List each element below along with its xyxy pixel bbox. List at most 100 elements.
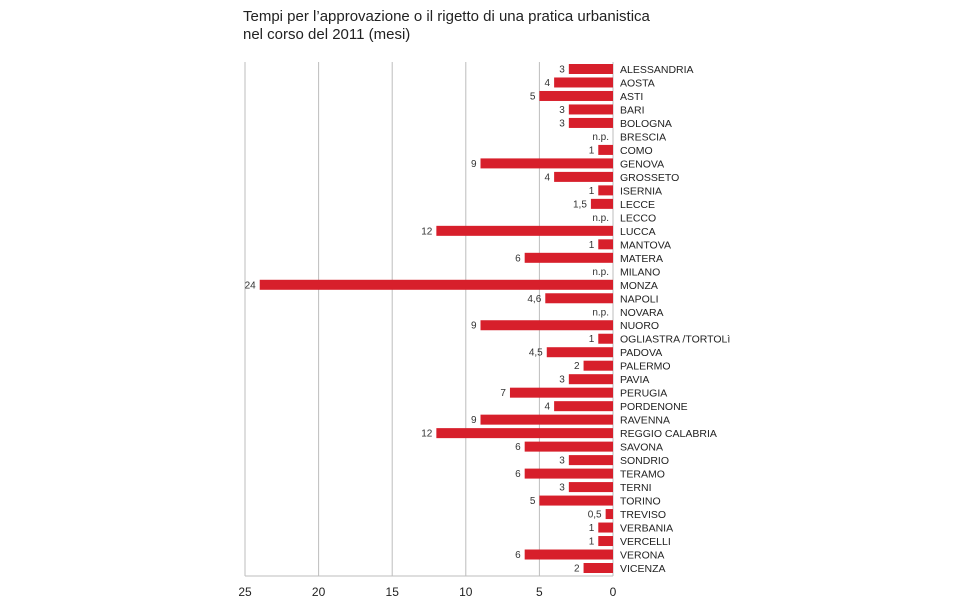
value-label: 4	[545, 402, 551, 413]
bar	[436, 428, 613, 439]
category-label: TERNI	[620, 482, 652, 494]
value-label: 1,5	[573, 199, 587, 210]
value-label: 3	[559, 105, 565, 116]
category-label: LUCCA	[620, 226, 656, 238]
category-label: PADOVA	[620, 347, 662, 359]
value-label: 6	[515, 253, 521, 264]
bar	[554, 77, 613, 88]
bar	[554, 171, 613, 182]
category-label: MANTOVA	[620, 239, 671, 251]
bar	[598, 144, 613, 155]
value-label: 24	[245, 280, 257, 291]
value-label: 1	[589, 523, 595, 534]
bar	[598, 185, 613, 196]
category-label: VERBANIA	[620, 523, 673, 535]
category-label: SONDRIO	[620, 455, 669, 467]
category-label: NUORO	[620, 320, 659, 332]
bar	[583, 360, 613, 371]
category-label: PERUGIA	[620, 388, 667, 400]
bar	[509, 387, 613, 398]
category-label: TREVISO	[620, 509, 666, 521]
value-label: 2	[574, 361, 580, 372]
value-label: 6	[515, 442, 521, 453]
category-label: VICENZA	[620, 563, 666, 575]
bar	[590, 198, 613, 209]
bar	[568, 455, 613, 466]
bar	[568, 104, 613, 115]
value-label: n.p.	[592, 213, 609, 224]
value-label: 5	[530, 496, 536, 507]
chart-title-line: Tempi per l’approvazione o il rigetto di…	[243, 8, 650, 25]
bar	[598, 536, 613, 547]
category-label: PAVIA	[620, 374, 649, 386]
value-label: 3	[559, 456, 565, 467]
x-tick-label: 10	[459, 585, 473, 599]
bar	[259, 279, 613, 290]
bar	[436, 225, 613, 236]
category-label: RAVENNA	[620, 415, 670, 427]
bar	[546, 347, 613, 358]
value-label: 3	[559, 65, 565, 76]
value-label: 1	[589, 240, 595, 251]
value-label: 5	[530, 91, 536, 102]
value-label: 3	[559, 483, 565, 494]
value-label: 1	[589, 186, 595, 197]
x-tick-label: 20	[312, 585, 326, 599]
value-label: 12	[421, 429, 433, 440]
bar	[568, 64, 613, 74]
category-label: TORINO	[620, 496, 661, 508]
bar	[568, 482, 613, 493]
bar	[605, 509, 613, 520]
category-label: MONZA	[620, 280, 658, 292]
value-label: 4	[545, 172, 551, 183]
value-label: 4	[545, 78, 551, 89]
value-label: 1	[589, 334, 595, 345]
value-label: 12	[421, 226, 433, 237]
value-label: 9	[471, 159, 477, 170]
bar	[568, 374, 613, 385]
value-label: 6	[515, 550, 521, 561]
x-tick-label: 25	[238, 585, 252, 599]
category-label: VERONA	[620, 550, 664, 562]
value-label: 3	[559, 118, 565, 129]
category-label: OGLIASTRA /TORTOLì	[620, 334, 730, 346]
chart-subtitle: nel corso del 2011 (mesi)	[243, 26, 411, 43]
value-label: 4,6	[527, 294, 541, 305]
category-label: GENOVA	[620, 158, 664, 170]
value-label: 9	[471, 321, 477, 332]
value-label: 1	[589, 537, 595, 548]
category-label: AOSTA	[620, 77, 655, 89]
bar	[480, 158, 613, 169]
value-label: n.p.	[592, 267, 609, 278]
category-label: REGGIO CALABRIA	[620, 428, 717, 440]
bar	[524, 549, 613, 560]
bar	[554, 401, 613, 412]
bar	[568, 117, 613, 128]
chart-title: Tempi per l’approvazione o il rigetto di…	[243, 8, 650, 44]
bar	[480, 414, 613, 425]
category-label: NOVARA	[620, 307, 664, 319]
category-label: MILANO	[620, 266, 660, 278]
category-label: NAPOLI	[620, 293, 659, 305]
bar	[598, 239, 613, 250]
category-label: TERAMO	[620, 469, 665, 481]
bar	[598, 333, 613, 344]
category-label: COMO	[620, 145, 653, 157]
category-label: BOLOGNA	[620, 118, 672, 130]
value-label: 3	[559, 375, 565, 386]
value-label: 7	[500, 388, 506, 399]
value-label: 6	[515, 469, 521, 480]
category-label: LECCO	[620, 212, 656, 224]
bar	[524, 441, 613, 452]
value-label: 0,5	[588, 510, 602, 521]
category-label: GROSSETO	[620, 172, 679, 184]
value-label: 9	[471, 415, 477, 426]
bar	[539, 495, 613, 506]
value-label: n.p.	[592, 307, 609, 318]
category-label: SAVONA	[620, 442, 663, 454]
bar	[524, 252, 613, 263]
category-label: LECCE	[620, 199, 655, 211]
value-label: n.p.	[592, 132, 609, 143]
value-label: 4,5	[529, 348, 543, 359]
